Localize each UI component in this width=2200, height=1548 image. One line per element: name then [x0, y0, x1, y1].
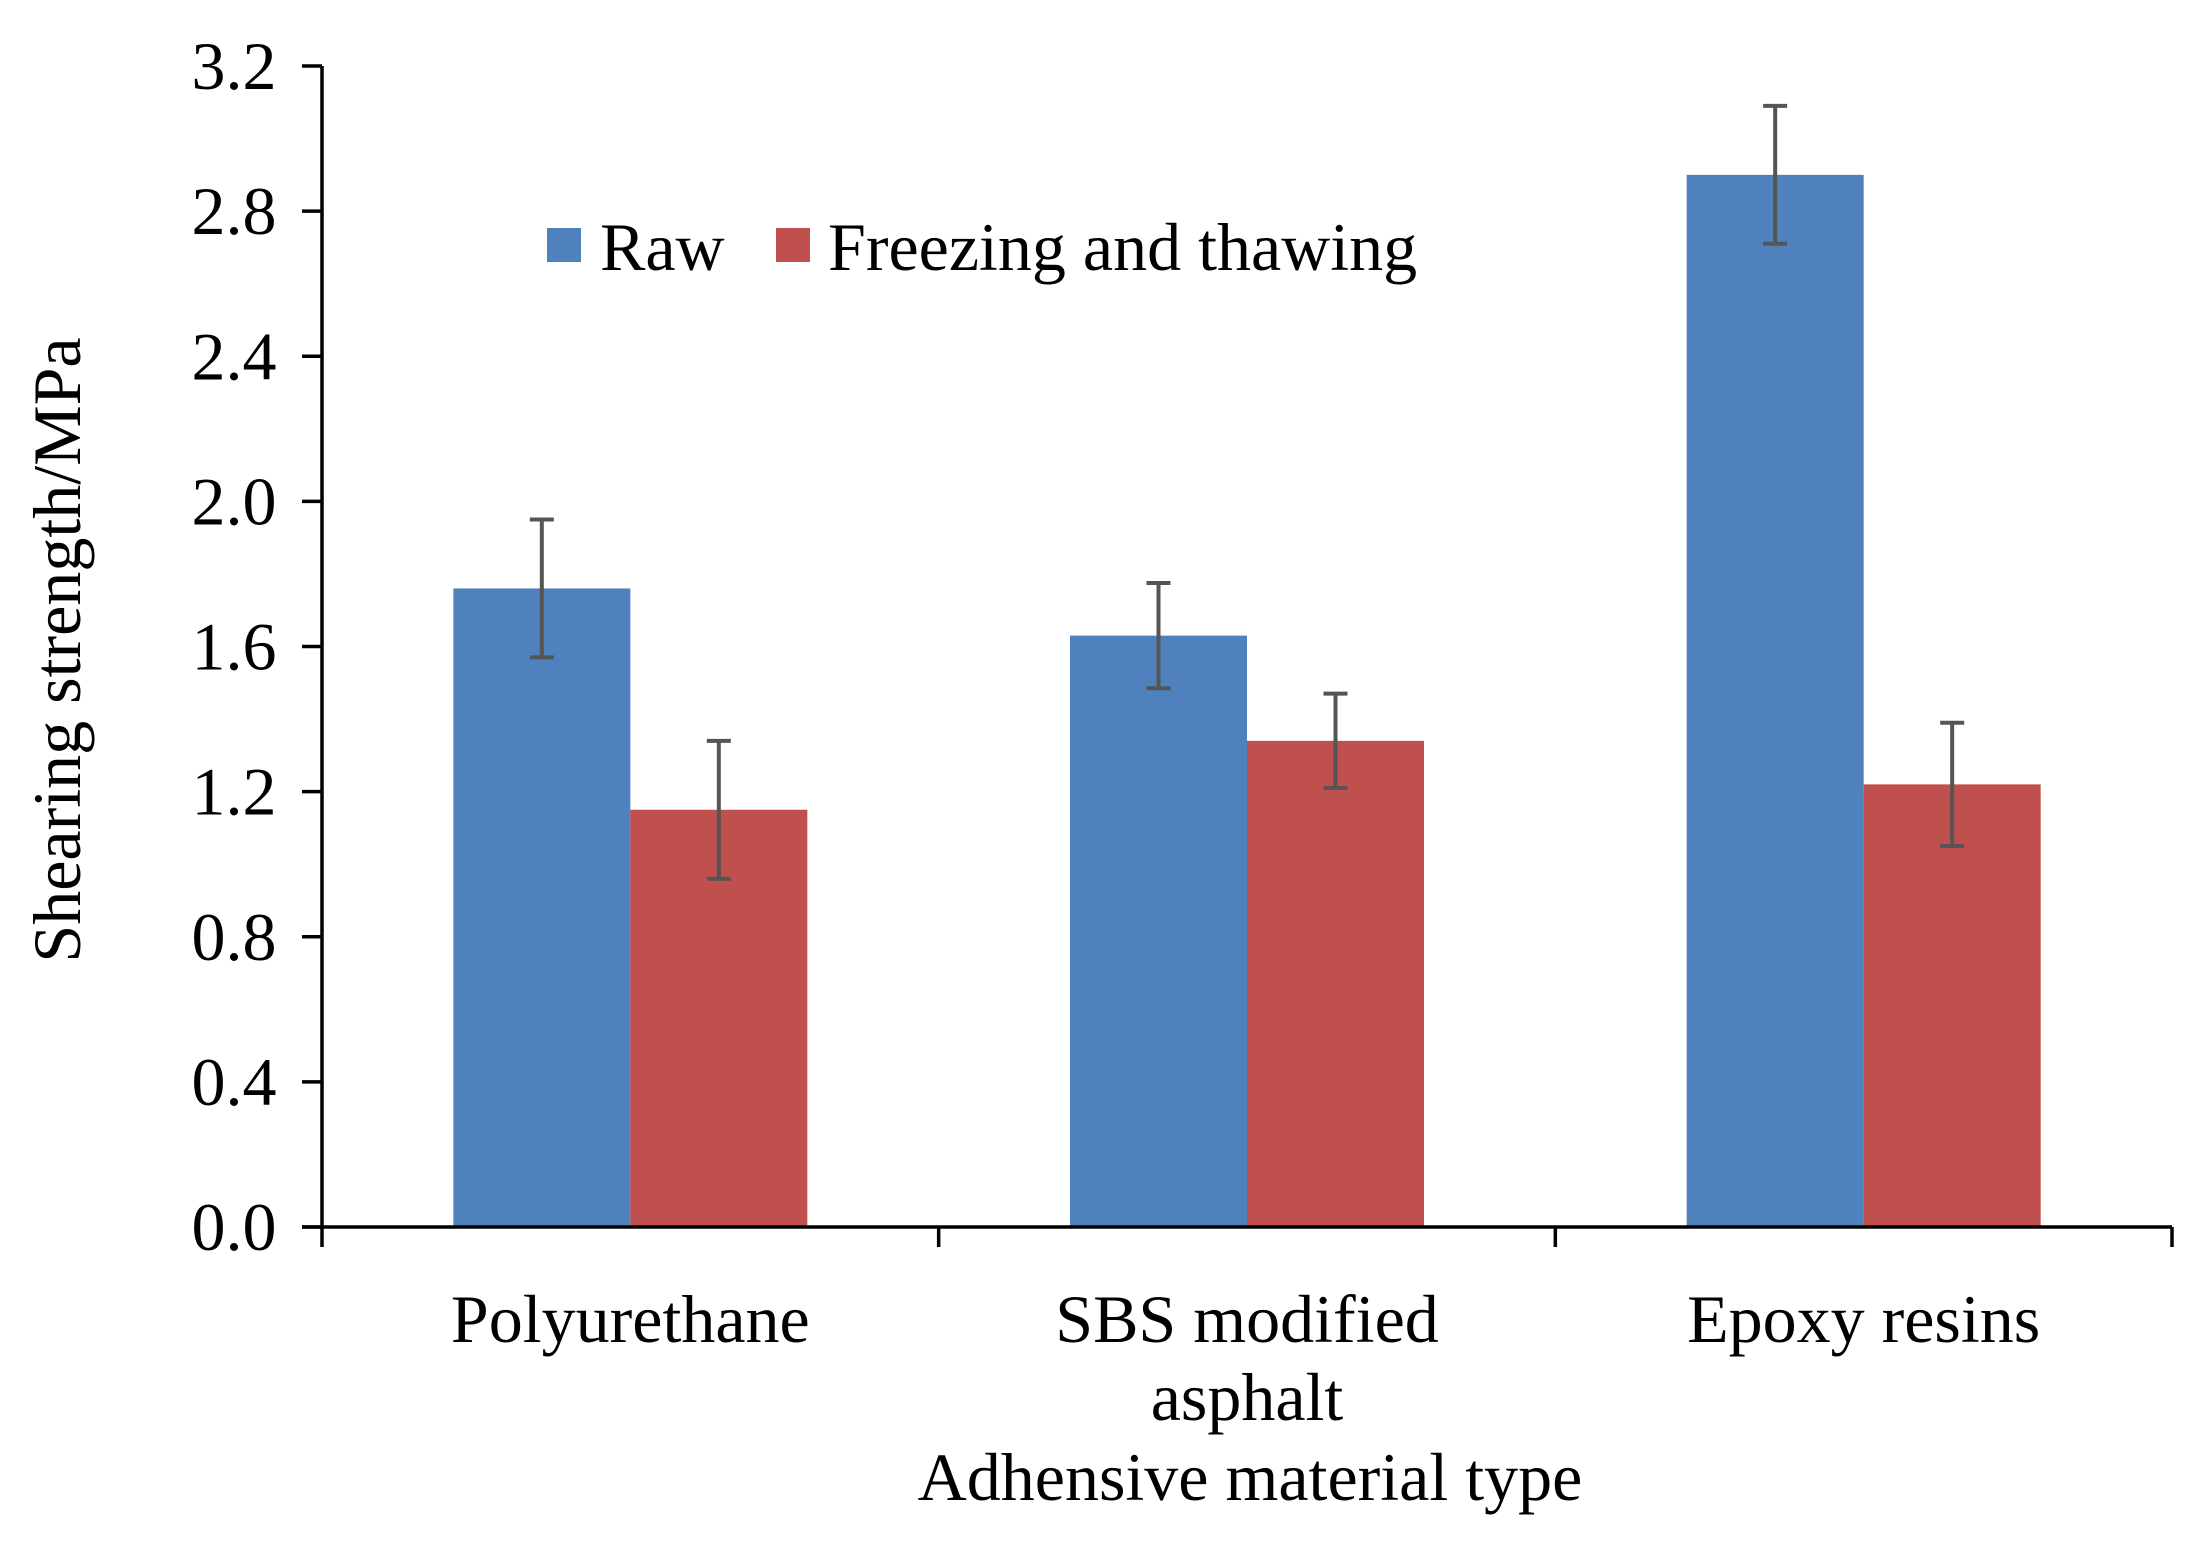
error-bar-raw-polyurethane [529, 517, 554, 660]
y-tick-label: 1.6 [192, 609, 277, 685]
x-category-label: Epoxy resins [1687, 1281, 2040, 1357]
y-tick-label: 3.2 [192, 28, 277, 104]
bar-raw-sbs-modified [1070, 635, 1247, 1227]
y-tick-label: 1.2 [192, 754, 277, 830]
error-bar-freezing-and-thawing-sbs-modified [1323, 691, 1348, 790]
bar-freezing-and-thawing-epoxy-resins [1863, 784, 2041, 1227]
y-tick-labels: 0.0 0.4 0.8 1.2 1.6 2.0 2.4 2.8 3.2 [192, 28, 277, 1265]
error-bar-freezing-and-thawing-epoxy-resins [1940, 720, 1965, 849]
axes [302, 64, 2174, 1247]
error-bar-raw-sbs-modified [1146, 581, 1171, 691]
bar-raw-epoxy-resins [1686, 174, 1864, 1227]
error-bar-raw-epoxy-resins [1763, 103, 1788, 246]
x-category-label: Polyurethane [451, 1281, 810, 1357]
legend-swatch-freezing-thawing [776, 228, 810, 262]
y-tick-label: 0.0 [192, 1189, 277, 1265]
y-tick-label: 2.8 [192, 173, 277, 249]
error-bars-layer [529, 103, 1965, 881]
y-tick-label: 2.0 [192, 463, 277, 539]
y-tick-label: 2.4 [192, 318, 277, 394]
x-axis-title: Adhensive material type [918, 1439, 1583, 1515]
x-category-label-line2: asphalt [1151, 1359, 1344, 1435]
bars-layer [453, 174, 2041, 1227]
legend-swatch-raw [547, 228, 581, 262]
x-category-label: SBS modified [1055, 1281, 1439, 1357]
legend-label-freezing-thawing: Freezing and thawing [828, 209, 1417, 285]
y-tick-label: 0.8 [192, 899, 277, 975]
y-tick-label: 0.4 [192, 1044, 277, 1120]
legend: Raw Freezing and thawing [547, 209, 1417, 285]
bar-raw-polyurethane [453, 588, 631, 1227]
legend-label-raw: Raw [600, 209, 725, 285]
y-axis-title: Shearing strength/MPa [19, 337, 95, 962]
bar-freezing-and-thawing-sbs-modified [1247, 740, 1424, 1227]
error-bar-freezing-and-thawing-polyurethane [706, 738, 731, 881]
